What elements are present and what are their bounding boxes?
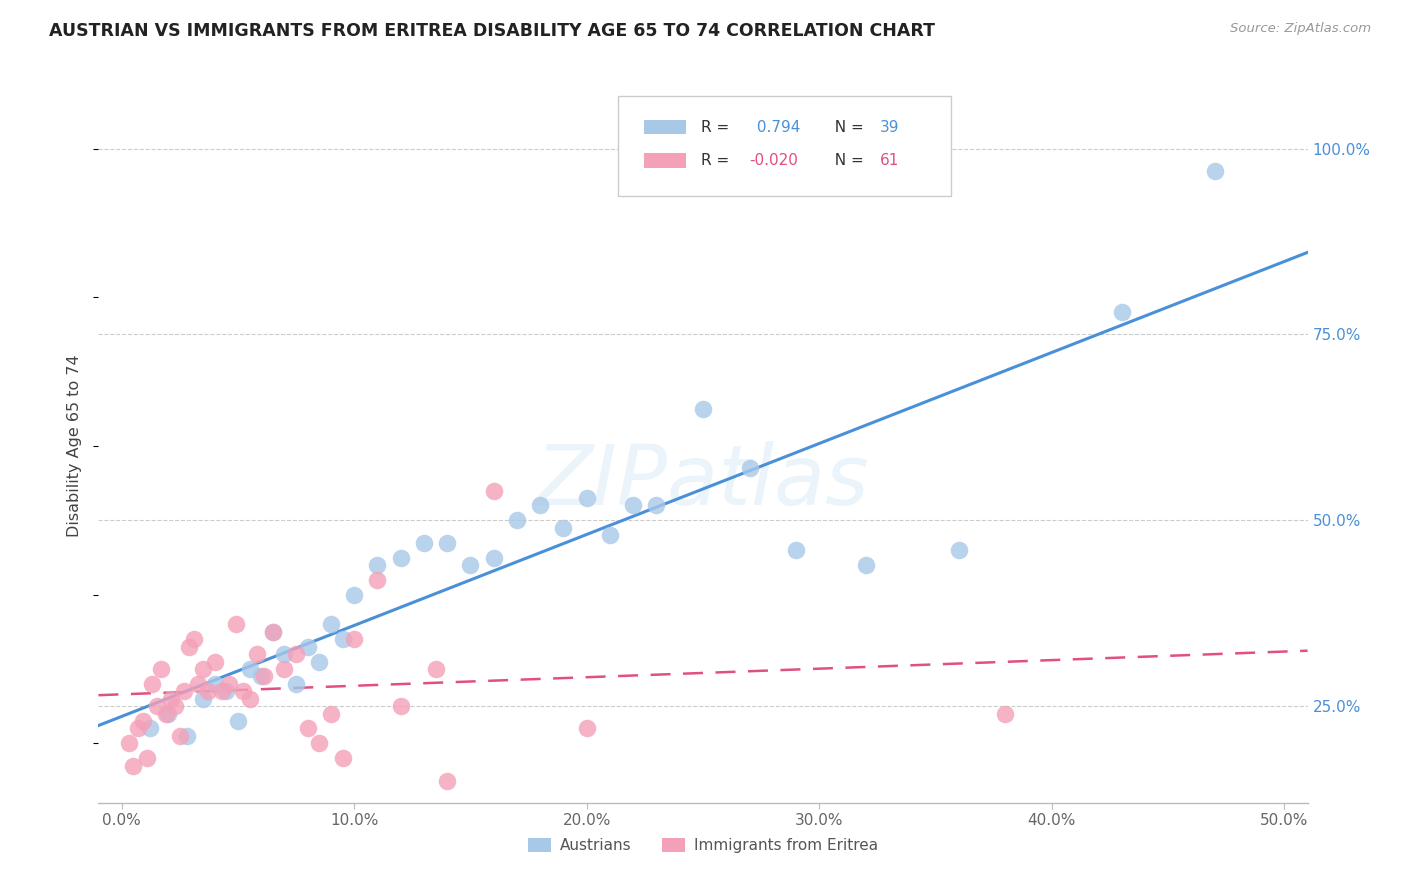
Point — [165, 699, 187, 714]
Point — [308, 655, 330, 669]
Point — [575, 491, 598, 505]
Point — [179, 640, 201, 654]
Point — [645, 499, 668, 513]
Point — [204, 655, 226, 669]
Point — [343, 632, 366, 647]
Point — [131, 714, 153, 728]
Point — [262, 624, 284, 639]
Point — [252, 669, 274, 683]
Point — [187, 677, 209, 691]
Point — [273, 662, 295, 676]
Text: AUSTRIAN VS IMMIGRANTS FROM ERITREA DISABILITY AGE 65 TO 74 CORRELATION CHART: AUSTRIAN VS IMMIGRANTS FROM ERITREA DISA… — [49, 22, 935, 40]
Point — [141, 677, 163, 691]
Point — [204, 677, 226, 691]
Point — [159, 691, 181, 706]
Point — [553, 521, 575, 535]
Point — [211, 684, 233, 698]
Point — [575, 722, 598, 736]
Point — [157, 706, 180, 721]
Point — [136, 751, 159, 765]
Point — [191, 691, 214, 706]
Text: ZIPatlas: ZIPatlas — [536, 442, 870, 522]
Text: 61: 61 — [880, 153, 900, 168]
Point — [366, 573, 388, 587]
Text: Source: ZipAtlas.com: Source: ZipAtlas.com — [1230, 22, 1371, 36]
Text: N =: N = — [825, 120, 869, 135]
Point — [215, 684, 238, 698]
Point — [232, 684, 254, 698]
Text: R =: R = — [700, 153, 734, 168]
Point — [738, 461, 761, 475]
Point — [285, 647, 308, 661]
Point — [1204, 164, 1226, 178]
Point — [621, 499, 644, 513]
Point — [343, 588, 366, 602]
Point — [692, 401, 714, 416]
Point — [155, 706, 177, 721]
Point — [239, 691, 262, 706]
Point — [482, 483, 505, 498]
Point — [118, 736, 141, 750]
Y-axis label: Disability Age 65 to 74: Disability Age 65 to 74 — [67, 355, 83, 537]
Text: -0.020: -0.020 — [749, 153, 799, 168]
Point — [127, 722, 149, 736]
Point — [239, 662, 262, 676]
Point — [183, 632, 205, 647]
Point — [332, 632, 354, 647]
Point — [994, 706, 1017, 721]
Point — [389, 550, 412, 565]
Point — [855, 558, 877, 572]
Point — [150, 662, 173, 676]
Text: N =: N = — [825, 153, 869, 168]
Point — [191, 662, 214, 676]
Point — [176, 729, 198, 743]
Point — [319, 706, 342, 721]
Point — [262, 624, 284, 639]
Point — [785, 543, 807, 558]
Point — [138, 722, 160, 736]
Point — [226, 714, 249, 728]
FancyBboxPatch shape — [619, 96, 950, 196]
Point — [599, 528, 621, 542]
Point — [225, 617, 247, 632]
Point — [145, 699, 167, 714]
Point — [529, 499, 551, 513]
Point — [285, 677, 308, 691]
Legend: Austrians, Immigrants from Eritrea: Austrians, Immigrants from Eritrea — [522, 832, 884, 859]
Point — [948, 543, 970, 558]
Point — [245, 647, 267, 661]
Point — [273, 647, 295, 661]
Text: 0.794: 0.794 — [752, 120, 800, 135]
Text: R =: R = — [700, 120, 734, 135]
Point — [436, 535, 458, 549]
Text: 39: 39 — [880, 120, 900, 135]
Point — [366, 558, 388, 572]
Point — [169, 729, 191, 743]
Point — [197, 684, 219, 698]
Point — [173, 684, 195, 698]
Point — [297, 640, 319, 654]
Point — [389, 699, 412, 714]
Point — [308, 736, 330, 750]
Point — [218, 677, 240, 691]
Point — [250, 669, 273, 683]
Point — [122, 758, 145, 772]
Point — [1111, 305, 1133, 319]
FancyBboxPatch shape — [644, 153, 686, 168]
FancyBboxPatch shape — [644, 120, 686, 134]
Point — [413, 535, 436, 549]
Point — [297, 722, 319, 736]
Point — [425, 662, 447, 676]
Point — [506, 513, 529, 527]
Point — [460, 558, 482, 572]
Point — [319, 617, 342, 632]
Point — [436, 773, 458, 788]
Point — [332, 751, 354, 765]
Point — [482, 550, 505, 565]
